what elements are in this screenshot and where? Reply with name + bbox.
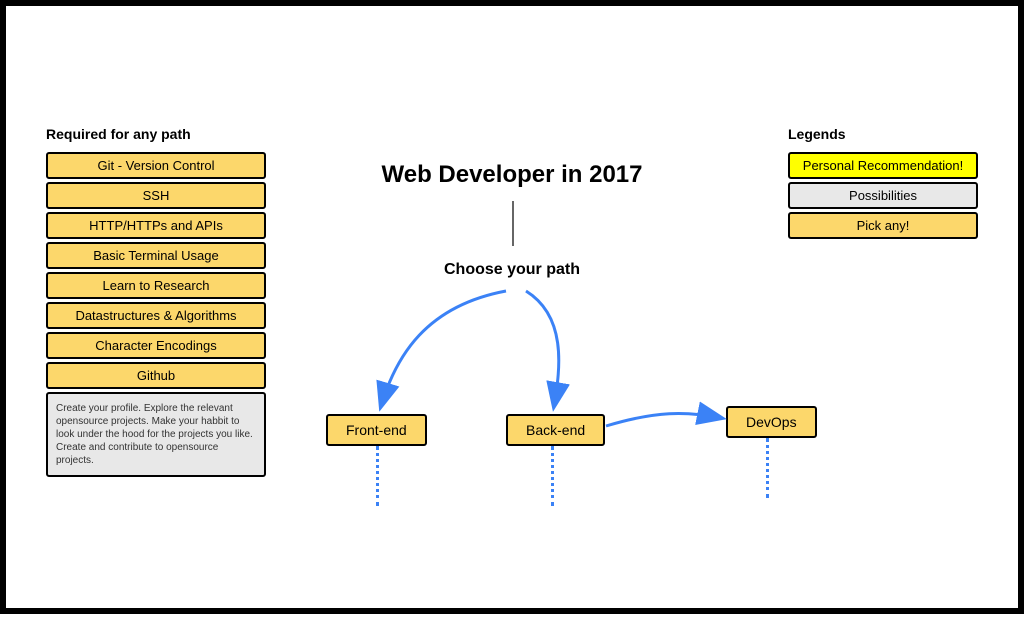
dotted-continuation-2 [766, 438, 769, 498]
title-connector-line [512, 201, 514, 246]
required-item-5: Datastructures & Algorithms [46, 302, 266, 329]
legend-item-1: Possibilities [788, 182, 978, 209]
required-item-1: SSH [46, 182, 266, 209]
dotted-continuation-0 [376, 446, 379, 506]
arrow-1 [526, 291, 559, 406]
arrow-0 [381, 291, 506, 406]
dotted-continuation-1 [551, 446, 554, 506]
github-description: Create your profile. Explore the relevan… [46, 392, 266, 477]
legend-item-2: Pick any! [788, 212, 978, 239]
required-section: Required for any path Git - Version Cont… [46, 126, 266, 477]
main-title: Web Developer in 2017 [382, 161, 643, 189]
legends-title: Legends [788, 126, 978, 142]
required-item-0: Git - Version Control [46, 152, 266, 179]
required-item-6: Character Encodings [46, 332, 266, 359]
required-item-4: Learn to Research [46, 272, 266, 299]
legend-item-0: Personal Recommendation! [788, 152, 978, 179]
required-item-7: Github [46, 362, 266, 389]
path-box-frontend: Front-end [326, 414, 427, 446]
path-box-backend: Back-end [506, 414, 605, 446]
choose-path-label: Choose your path [444, 261, 580, 279]
required-title: Required for any path [46, 126, 266, 142]
required-item-2: HTTP/HTTPs and APIs [46, 212, 266, 239]
arrow-2 [606, 413, 721, 426]
required-item-3: Basic Terminal Usage [46, 242, 266, 269]
path-box-devops: DevOps [726, 406, 817, 438]
legends-section: Legends Personal Recommendation! Possibil… [788, 126, 978, 242]
